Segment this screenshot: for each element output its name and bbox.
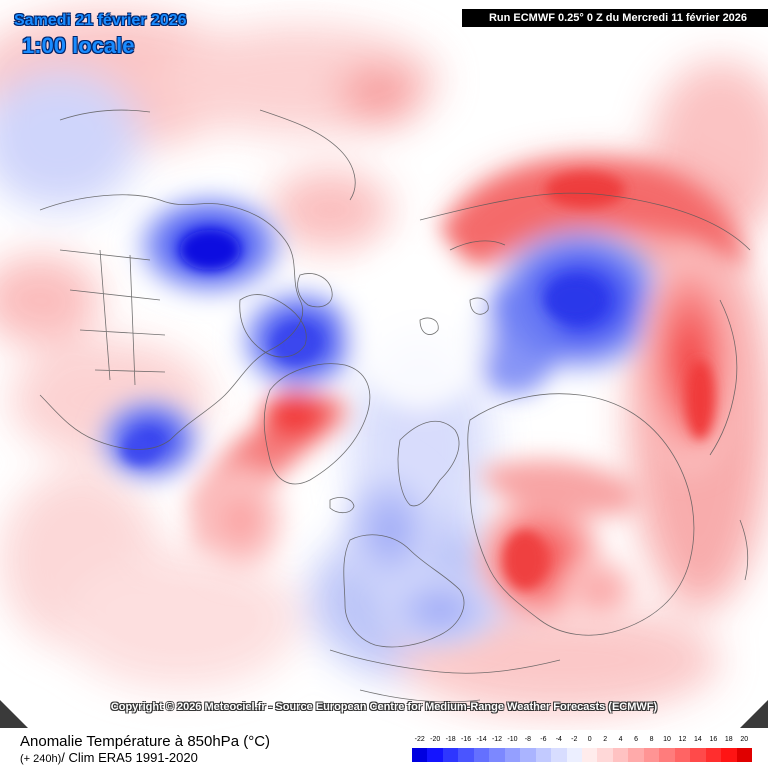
legend-label: -20 xyxy=(430,736,441,743)
run-info-banner: Run ECMWF 0.25° 0 Z du Mercredi 11 févri… xyxy=(462,9,768,27)
legend-swatch xyxy=(581,748,598,762)
legend-label: 10 xyxy=(663,736,671,743)
corner-mask-right xyxy=(740,700,768,728)
legend-swatch xyxy=(535,748,552,762)
coastlines xyxy=(39,109,751,703)
legend-swatch xyxy=(427,748,443,762)
legend-swatch xyxy=(520,748,536,762)
legend-swatch xyxy=(659,748,675,762)
legend-label: -18 xyxy=(445,736,456,743)
legend-label: 18 xyxy=(724,736,733,743)
legend-label: -2 xyxy=(571,736,578,743)
forecast-date: Samedi 21 février 2026 xyxy=(14,12,187,29)
legend-label: 0 xyxy=(587,736,592,743)
legend-swatch xyxy=(705,748,722,762)
legend-swatch xyxy=(674,748,691,762)
forecast-time: 1:00 locale xyxy=(22,33,135,58)
legend-bar xyxy=(412,748,752,762)
color-legend: -22 -20 -18 -16 -14 -12 -10 -8 -6 -4 -2 0 2 4 6 8 10 12 14… xyxy=(412,736,752,766)
legend-label: 8 xyxy=(649,736,654,743)
legend-label: -4 xyxy=(555,736,562,743)
legend-label: -10 xyxy=(507,736,518,743)
legend-swatch xyxy=(473,748,490,762)
legend-swatch xyxy=(690,748,706,762)
legend-swatch xyxy=(612,748,629,762)
legend-label: 16 xyxy=(709,736,718,743)
legend-label: 6 xyxy=(634,736,639,743)
legend-label: 4 xyxy=(618,736,623,743)
legend-swatch xyxy=(566,748,582,762)
legend-labels: -22 -20 -18 -16 -14 -12 -10 -8 -6 -4 -2 0 2 4 6 8 10 12 14… xyxy=(412,736,752,748)
legend-label: 14 xyxy=(694,736,702,743)
legend-label: -16 xyxy=(461,736,472,743)
legend-swatch xyxy=(721,748,737,762)
legend-label: -22 xyxy=(414,736,425,743)
legend-label: 20 xyxy=(740,736,749,743)
legend-swatch xyxy=(412,748,428,762)
parameter-subtitle: (+ 240h)/ Clim ERA5 1991-2020 xyxy=(20,750,198,765)
copyright-text: Copyright © 2026 Meteociel.fr - Source E… xyxy=(110,701,658,713)
legend-swatch xyxy=(643,748,660,762)
parameter-title: Anomalie Température à 850hPa (°C) xyxy=(20,733,271,750)
legend-label: -14 xyxy=(476,736,487,743)
legend-swatch xyxy=(628,748,644,762)
legend-label: -6 xyxy=(540,736,547,743)
legend-swatch xyxy=(504,748,521,762)
legend-label: -12 xyxy=(491,736,503,743)
legend-swatch xyxy=(458,748,474,762)
legend-swatch xyxy=(489,748,505,762)
legend-swatch xyxy=(442,748,459,762)
legend-label: -8 xyxy=(524,736,532,743)
legend-swatch xyxy=(736,748,752,762)
legend-label: 12 xyxy=(678,736,687,743)
lead-time: (+ 240h) xyxy=(20,753,62,765)
climatology-label: / Clim ERA5 1991-2020 xyxy=(61,750,198,765)
corner-mask-left xyxy=(0,700,28,728)
legend-label: 2 xyxy=(603,736,608,743)
legend-swatch xyxy=(597,748,613,762)
legend-swatch xyxy=(551,748,567,762)
